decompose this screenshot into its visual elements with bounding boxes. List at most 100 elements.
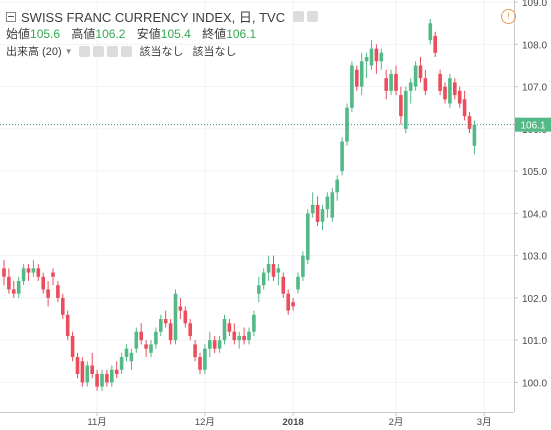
candle-body — [389, 73, 393, 91]
candle — [384, 69, 388, 100]
candle — [247, 327, 251, 345]
candle — [159, 314, 163, 336]
candle-body — [193, 344, 197, 358]
candle — [31, 259, 36, 277]
candle — [310, 192, 315, 218]
plus-icon[interactable] — [106, 45, 118, 57]
candle — [139, 323, 143, 345]
low-value: 105.4 — [160, 27, 191, 41]
candle-body — [428, 23, 433, 41]
candle-body — [178, 306, 183, 311]
candle-body — [281, 276, 286, 294]
candle — [266, 255, 271, 282]
indicator-name[interactable]: 出来高 (20) — [6, 46, 62, 58]
high-label: 高値 — [71, 27, 96, 41]
x-tick-label: 11月 — [87, 417, 106, 428]
candle — [7, 268, 11, 294]
candle-body — [330, 192, 335, 218]
candle-body — [2, 268, 6, 277]
candle — [271, 255, 276, 282]
candle-body — [31, 268, 36, 273]
candle — [359, 52, 364, 96]
candle — [212, 335, 217, 353]
candle-body — [188, 323, 192, 336]
collapse-icon[interactable] — [6, 11, 16, 22]
candle — [41, 272, 45, 294]
candle — [443, 82, 447, 104]
candle — [242, 327, 246, 345]
candle — [114, 361, 119, 379]
candle — [124, 344, 129, 362]
candle — [340, 137, 344, 176]
indicator-value-1: 該当なし — [139, 46, 184, 58]
candle — [188, 319, 192, 341]
candle-body — [335, 179, 339, 193]
candle-body — [340, 141, 344, 172]
candle-body — [203, 348, 207, 370]
eye-icon[interactable] — [293, 11, 305, 22]
candle-body — [56, 285, 60, 298]
candle-body — [119, 357, 124, 370]
candle — [457, 86, 462, 108]
candle — [350, 61, 354, 112]
close-icon[interactable] — [120, 45, 132, 57]
candle — [355, 65, 359, 91]
candle — [105, 369, 109, 387]
candle — [345, 103, 349, 146]
candle-body — [41, 276, 45, 290]
ohlc-readout: 始値105.6 高値106.2 安値105.4 終値106.1 — [6, 25, 264, 42]
candle-body — [320, 209, 325, 222]
candle-body — [408, 82, 413, 91]
candle-body — [355, 69, 359, 87]
eye-icon[interactable] — [78, 45, 90, 57]
candle-body — [242, 335, 246, 341]
candle-body — [168, 323, 173, 341]
price-line: 106.1 — [0, 117, 551, 132]
candle — [438, 69, 442, 96]
candle — [90, 352, 94, 379]
candle — [26, 264, 31, 282]
candle-body — [222, 319, 227, 341]
candle-body — [467, 116, 472, 129]
candle — [100, 369, 104, 391]
candle — [306, 209, 310, 265]
candle-body — [12, 289, 16, 294]
alert-icon[interactable]: ! — [501, 9, 516, 24]
candle — [129, 348, 134, 370]
candle — [399, 86, 403, 125]
candle — [178, 297, 183, 320]
candle — [257, 276, 261, 303]
settings-icon[interactable] — [92, 45, 104, 57]
chart-title-row: SWISS FRANC CURRENCY INDEX, 日, TVC — [6, 7, 319, 26]
candle-body — [144, 344, 148, 349]
candle — [21, 264, 26, 286]
candle-body — [462, 99, 467, 117]
candle-body — [315, 204, 320, 222]
candle — [408, 78, 413, 104]
x-tick-label: 12月 — [195, 417, 215, 428]
chevron-down-icon[interactable]: ▼ — [64, 46, 73, 56]
candle — [85, 361, 90, 387]
candle-body — [46, 289, 50, 298]
candle — [472, 120, 477, 155]
candle-body — [110, 369, 114, 383]
candle — [61, 293, 65, 320]
chart-title: SWISS FRANC CURRENCY INDEX, 日, TVC — [21, 10, 286, 25]
candle — [291, 297, 295, 311]
candle-body — [457, 90, 462, 104]
y-tick-label: 108.0 — [522, 40, 547, 51]
candle-body — [379, 52, 384, 62]
y-axis: 100.0101.0102.0103.0104.0105.0106.0107.0… — [514, 0, 547, 412]
candle — [203, 344, 207, 374]
candle — [198, 352, 202, 374]
y-tick-label: 100.0 — [522, 378, 547, 389]
candle — [217, 335, 222, 353]
candle-body — [296, 276, 300, 290]
candle-body — [16, 281, 21, 294]
candle — [149, 340, 153, 358]
candle — [222, 314, 227, 345]
candle — [418, 57, 423, 83]
settings-icon[interactable] — [307, 11, 319, 22]
candle — [261, 268, 266, 290]
